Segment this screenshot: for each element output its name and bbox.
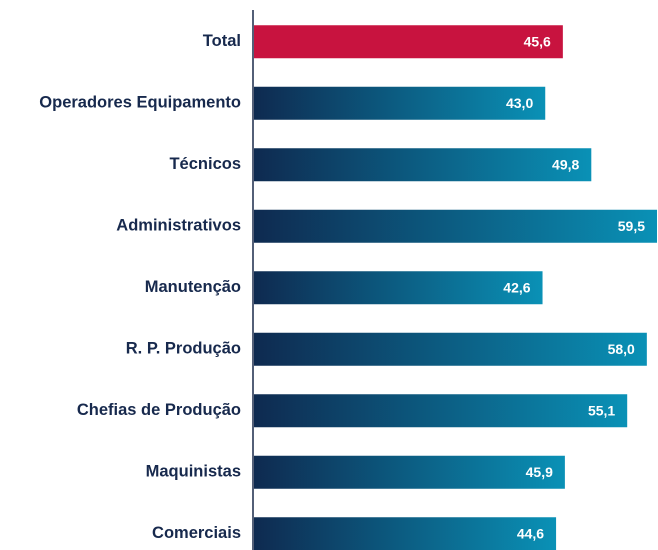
category-label: Operadores Equipamento	[39, 94, 241, 112]
bar	[254, 148, 592, 182]
value-label: 44,6	[517, 525, 544, 541]
value-label: 42,6	[503, 279, 530, 295]
category-label: Administrativos	[116, 217, 241, 235]
bar	[254, 332, 647, 366]
bar	[254, 86, 546, 120]
value-label: 43,0	[506, 95, 533, 111]
value-label: 59,5	[618, 218, 645, 234]
bar	[254, 25, 563, 59]
value-label: 45,9	[526, 464, 553, 480]
bar	[254, 209, 657, 243]
category-label: R. P. Produção	[126, 340, 241, 358]
category-label: Técnicos	[169, 155, 241, 173]
bar	[254, 394, 628, 428]
category-label: Total	[203, 32, 241, 50]
category-label: Manutenção	[145, 278, 241, 296]
category-label: Comerciais	[152, 524, 241, 542]
value-label: 49,8	[552, 156, 579, 172]
value-label: 55,1	[588, 402, 615, 418]
value-label: 58,0	[608, 341, 635, 357]
category-label: Chefias de Produção	[77, 401, 241, 419]
bar	[254, 455, 565, 489]
bar	[254, 517, 557, 550]
category-label: Maquinistas	[146, 463, 241, 481]
value-label: 45,6	[524, 33, 551, 49]
bar	[254, 271, 543, 305]
